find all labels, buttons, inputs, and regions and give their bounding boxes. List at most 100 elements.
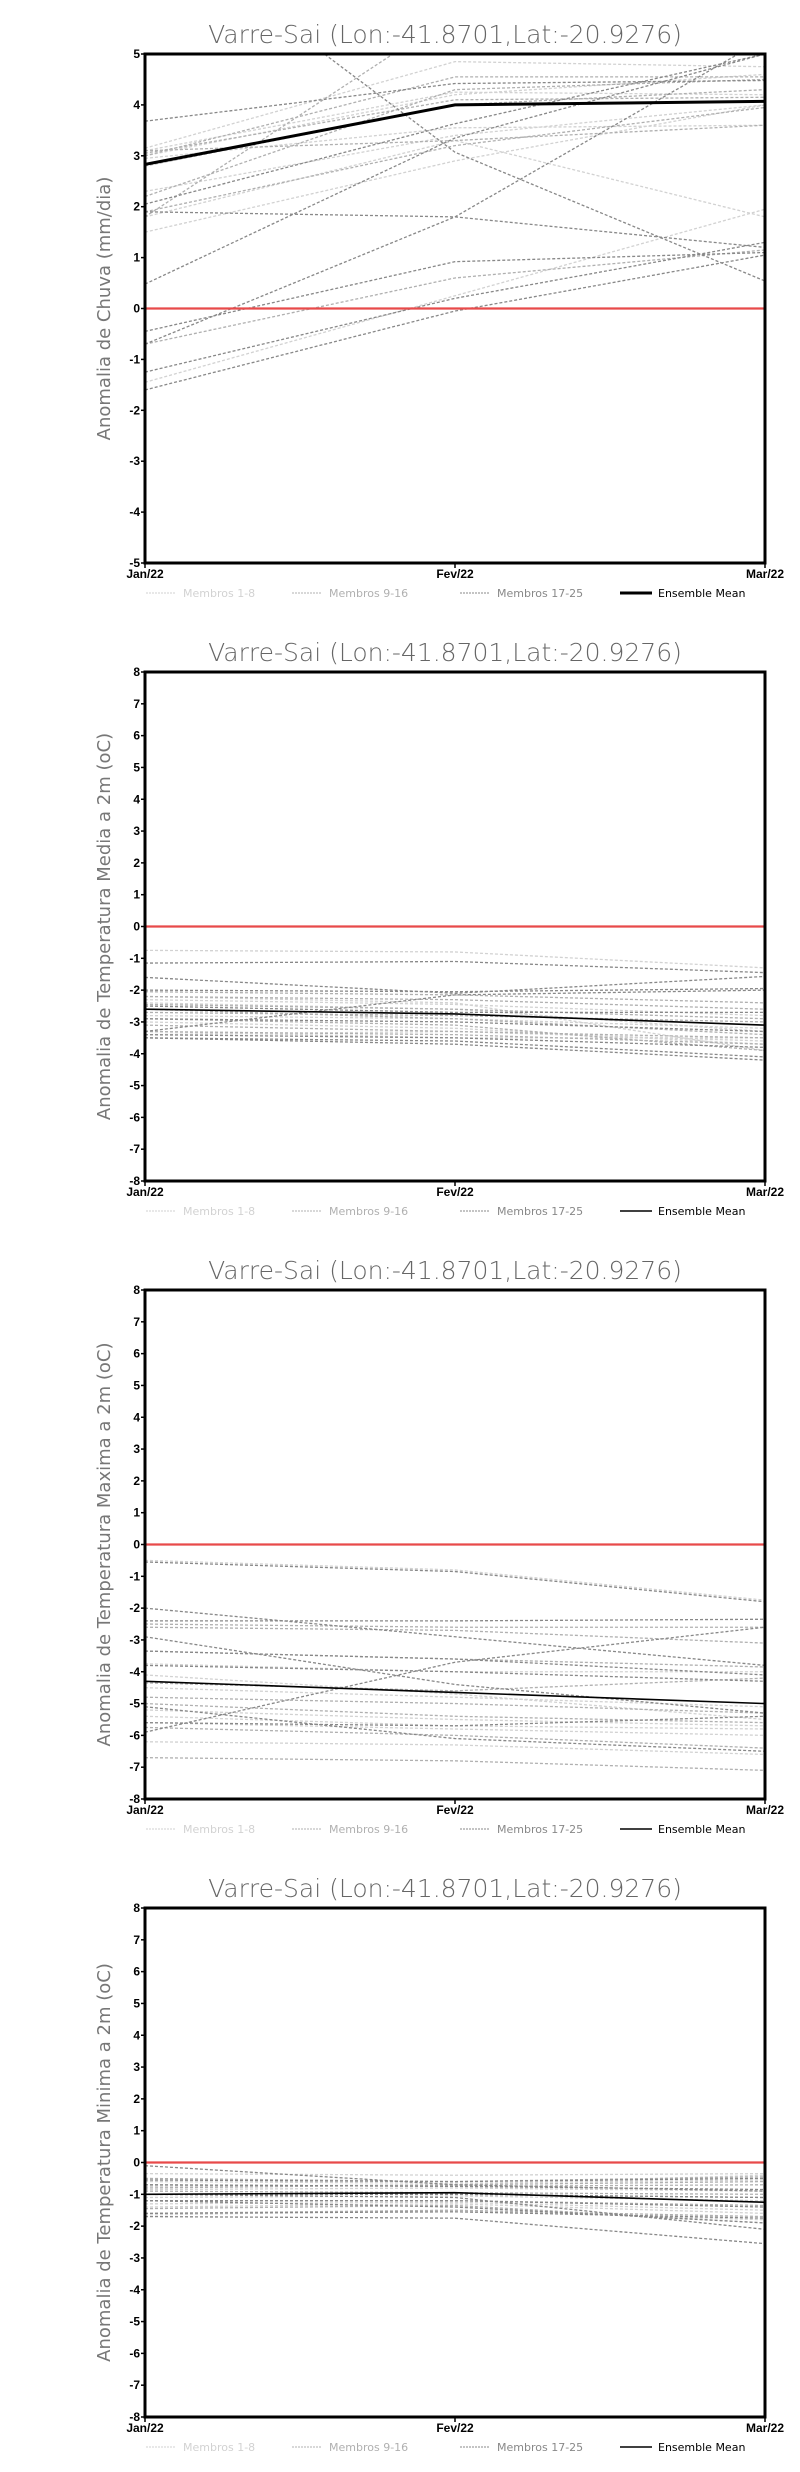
- member-line: [145, 1037, 765, 1061]
- member-line: [145, 2193, 765, 2199]
- member-line: [145, 1011, 765, 1023]
- y-tick-label: -1: [129, 2187, 140, 2201]
- y-tick-label: -4: [129, 2283, 140, 2297]
- member-line: [145, 251, 765, 333]
- member-line: [145, 54, 765, 205]
- legend-label-mean: Ensemble Mean: [658, 587, 745, 600]
- y-tick-label: 3: [133, 1442, 140, 1456]
- y-tick-label: 2: [133, 200, 140, 214]
- y-tick-label: 2: [133, 856, 140, 870]
- member-line: [145, 1715, 765, 1727]
- y-tick-label: 3: [133, 2060, 140, 2074]
- legend-label-mean: Ensemble Mean: [658, 1823, 745, 1836]
- member-line: [145, 1756, 765, 1772]
- member-line: [145, 124, 765, 152]
- chart-svg: Varre-Sai (Lon:-41.8701,Lat:-20.9276) Ano…: [94, 1874, 784, 2454]
- member-line: [145, 2200, 765, 2224]
- y-tick-label: -2: [129, 983, 140, 997]
- member-line: [145, 1674, 765, 1721]
- member-line: [145, 60, 765, 149]
- y-tick-label: -6: [129, 1728, 140, 1742]
- member-line: [145, 1726, 765, 1749]
- member-line: [145, 91, 765, 152]
- member-line: [145, 1650, 765, 1676]
- member-line: [145, 1664, 765, 1682]
- y-tick-label: 6: [133, 1347, 140, 1361]
- ensemble-mean-line: [145, 2191, 765, 2204]
- y-tick-label: 0: [133, 920, 140, 934]
- chart-panel: Varre-Sai (Lon:-41.8701,Lat:-20.9276) Ano…: [0, 0, 800, 618]
- member-line: [323, 54, 765, 282]
- y-tick-label: 0: [133, 1538, 140, 1552]
- member-line: [145, 208, 765, 383]
- member-line: [145, 249, 765, 345]
- x-tick-label: Jan/22: [126, 2421, 164, 2435]
- y-tick-label: 1: [133, 888, 140, 902]
- x-tick-label: Mar/22: [746, 2421, 784, 2435]
- member-line: [145, 78, 765, 198]
- member-line: [145, 1741, 765, 1756]
- y-tick-label: 7: [133, 697, 140, 711]
- y-tick-label: 4: [133, 792, 140, 806]
- y-tick-label: -4: [129, 505, 140, 519]
- member-line: [145, 54, 765, 285]
- member-line: [145, 2179, 765, 2184]
- y-tick-label: -1: [129, 1569, 140, 1583]
- legend-label: Membros 17-25: [497, 587, 583, 600]
- y-tick-label: -3: [129, 1633, 140, 1647]
- legend-label: Membros 9-16: [329, 1205, 408, 1218]
- y-tick-label: -2: [129, 2219, 140, 2233]
- chart-title: Varre-Sai (Lon:-41.8701,Lat:-20.9276): [208, 1256, 682, 1285]
- member-line: [145, 106, 765, 213]
- y-tick-label: 8: [133, 1283, 140, 1297]
- member-line: [145, 1561, 765, 1603]
- member-line: [145, 211, 765, 249]
- member-line: [145, 139, 765, 218]
- y-tick-label: -5: [129, 1079, 140, 1093]
- y-tick-label: 4: [133, 98, 140, 112]
- member-line: [145, 79, 765, 122]
- y-tick-label: 0: [133, 2156, 140, 2170]
- y-tick-label: 1: [133, 1506, 140, 1520]
- member-line: [145, 2211, 765, 2219]
- plot-area: [145, 54, 765, 391]
- y-tick-label: -6: [129, 2346, 140, 2360]
- legend-label: Membros 1-8: [183, 1205, 255, 1218]
- y-tick-label: 6: [133, 729, 140, 743]
- member-line: [145, 2215, 765, 2245]
- legend-label: Membros 17-25: [497, 2441, 583, 2454]
- y-tick-label: -3: [129, 454, 140, 468]
- member-line: [145, 1021, 765, 1045]
- y-axis-label: Anomalia de Chuva (mm/dia): [94, 177, 115, 441]
- legend-label: Membros 17-25: [497, 1205, 583, 1218]
- legend-label-mean: Ensemble Mean: [658, 1205, 745, 1218]
- y-tick-label: -4: [129, 1665, 140, 1679]
- y-axis-label: Anomalia de Temperatura Media a 2m (oC): [94, 733, 115, 1120]
- y-tick-label: 4: [133, 1410, 140, 1424]
- chart-panel: Varre-Sai (Lon:-41.8701,Lat:-20.9276) Ano…: [0, 618, 800, 1236]
- chart-title: Varre-Sai (Lon:-41.8701,Lat:-20.9276): [208, 1874, 682, 1903]
- member-line: [145, 1559, 765, 1601]
- legend-label-mean: Ensemble Mean: [658, 2441, 745, 2454]
- y-tick-label: -5: [129, 2315, 140, 2329]
- x-tick-label: Fev/22: [436, 2421, 474, 2435]
- member-line: [145, 995, 765, 1052]
- x-tick-label: Fev/22: [436, 567, 474, 581]
- legend-label: Membros 1-8: [183, 587, 255, 600]
- y-tick-label: 1: [133, 2124, 140, 2138]
- y-tick-label: -1: [129, 352, 140, 366]
- member-line: [145, 96, 765, 154]
- member-line: [145, 1715, 765, 1730]
- y-tick-label: 0: [133, 302, 140, 316]
- x-tick-label: Fev/22: [436, 1185, 474, 1199]
- member-line: [145, 1709, 765, 1727]
- y-tick-label: -2: [129, 1601, 140, 1615]
- x-tick-label: Jan/22: [126, 1803, 164, 1817]
- member-line: [145, 76, 765, 157]
- y-tick-label: 3: [133, 824, 140, 838]
- y-tick-label: -3: [129, 2251, 140, 2265]
- chart-panel: Varre-Sai (Lon:-41.8701,Lat:-20.9276) Ano…: [0, 1236, 800, 1854]
- plot-area: [145, 925, 765, 1061]
- y-tick-label: 8: [133, 665, 140, 679]
- member-line: [145, 1626, 765, 1644]
